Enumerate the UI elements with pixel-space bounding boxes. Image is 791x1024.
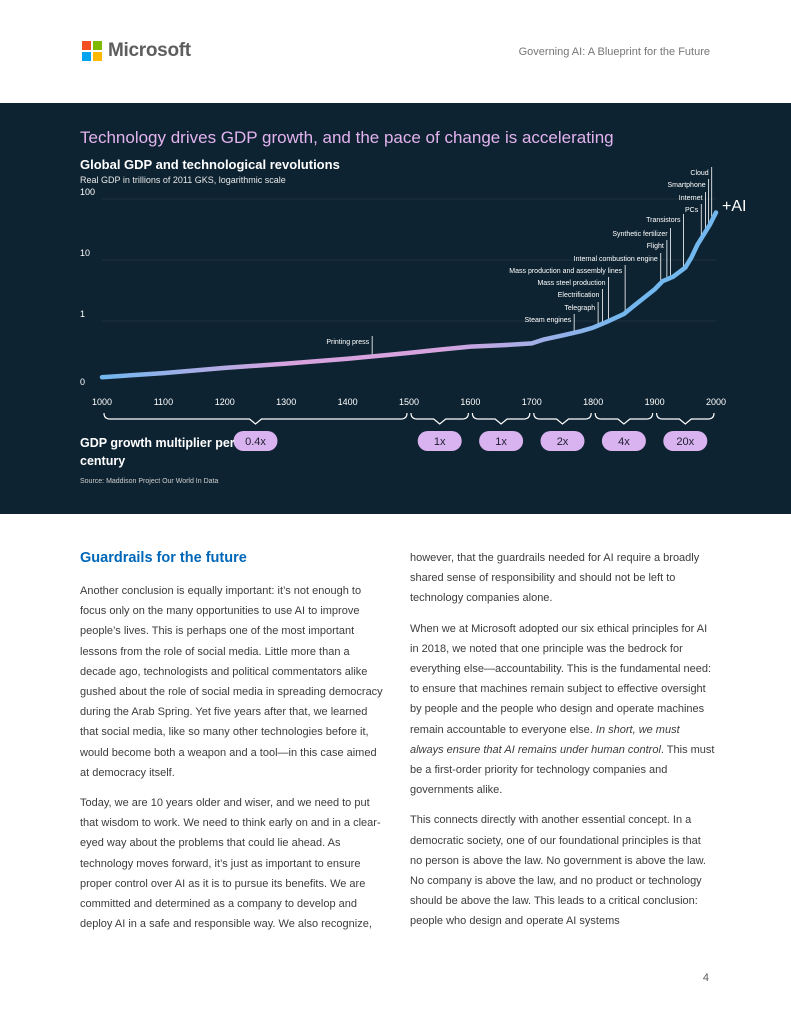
x-tick-label: 1600	[460, 397, 480, 407]
x-tick-label: 1400	[338, 397, 358, 407]
x-tick-label: 1000	[92, 397, 112, 407]
century-brace	[594, 412, 654, 425]
ai-callout: +AI	[722, 198, 746, 215]
annotation-label: Internet	[679, 195, 703, 202]
multiplier-pill	[417, 431, 462, 451]
emphasis-text: In short, we must always ensure that AI …	[410, 723, 680, 756]
chart-source: Source: Maddison Project Our World In Da…	[80, 478, 219, 485]
brand-name: Microsoft	[108, 40, 191, 61]
annotation-label: Telegraph	[564, 305, 595, 312]
annotation-label: Internal combustion engine	[574, 256, 658, 263]
paragraph: When we at Microsoft adopted our six eth…	[410, 619, 715, 801]
microsoft-logo: Microsoft	[82, 40, 191, 62]
y-tick-label: 0	[80, 377, 85, 387]
annotation-label: Synthetic fertilizer	[612, 231, 668, 238]
section-heading: Guardrails for the future	[80, 550, 247, 566]
multiplier-pill	[540, 431, 585, 451]
paragraph: however, that the guardrails needed for …	[410, 552, 700, 605]
annotation-label: Smartphone	[667, 182, 705, 189]
annotation-label: Printing press	[326, 339, 369, 346]
multiplier-value: 1x	[434, 436, 446, 448]
y-tick-label: 100	[80, 187, 95, 197]
multiplier-label: GDP growth multiplier per century	[80, 436, 235, 468]
paragraph-text: . This must be a first-order priority fo…	[410, 743, 715, 797]
century-brace	[656, 412, 715, 425]
century-brace	[410, 412, 469, 425]
century-brace	[533, 412, 592, 425]
annotation-label: Transistors	[646, 217, 681, 224]
multiplier-value: 1x	[495, 436, 507, 448]
annotation-label: Mass production and assembly lines	[509, 268, 622, 275]
x-tick-label: 1300	[276, 397, 296, 407]
century-brace	[103, 412, 408, 425]
x-tick-label: 2000	[706, 397, 726, 407]
annotation-label: Mass steel production	[537, 280, 605, 287]
paragraph-text: When we at Microsoft adopted our six eth…	[410, 622, 712, 736]
x-tick-label: 1100	[154, 397, 173, 407]
annotation-label: PCs	[685, 207, 699, 214]
gdp-chart-panel: 100 10 1 0 1000 1100 1200 1300 1400 1500 1600 1700 1…	[0, 103, 791, 514]
page-number: 4	[702, 972, 709, 984]
multiplier-value: 20x	[676, 436, 694, 448]
annotation-label: Electrification	[558, 292, 600, 299]
multiplier-pill	[663, 431, 708, 451]
paragraph: Today, we are 10 years older and wiser, …	[80, 797, 381, 931]
multiplier-value: 0.4x	[245, 436, 266, 448]
multiplier-pill	[233, 431, 278, 451]
right-column: however, that the guardrails needed for …	[410, 548, 715, 942]
annotation-label: Steam engines	[524, 317, 571, 324]
chart-headline: Technology drives GDP growth, and the pa…	[80, 128, 614, 147]
x-tick-label: 1900	[645, 397, 665, 407]
microsoft-logo-mark-icon	[82, 41, 102, 61]
y-tick-label: 10	[80, 248, 90, 258]
logo-square-blue	[82, 52, 91, 61]
multiplier-pill	[601, 431, 646, 451]
annotation-label: Flight	[647, 243, 664, 250]
x-tick-label: 1200	[215, 397, 235, 407]
x-tick-label: 1800	[583, 397, 603, 407]
x-tick-label: 1500	[399, 397, 419, 407]
left-column: Another conclusion is equally important:…	[80, 581, 386, 944]
logo-square-red	[82, 41, 91, 50]
document-title: Governing AI: A Blueprint for the Future	[518, 46, 710, 58]
x-tick-label: 1700	[522, 397, 542, 407]
paragraph: This connects directly with another esse…	[410, 814, 706, 928]
annotation-label: Cloud	[690, 170, 708, 177]
chart-title: Global GDP and technological revolutions	[80, 157, 340, 172]
multiplier-value: 2x	[557, 436, 569, 448]
logo-square-green	[93, 41, 102, 50]
paragraph: Another conclusion is equally important:…	[80, 585, 383, 779]
logo-square-yellow	[93, 52, 102, 61]
multiplier-pill	[479, 431, 524, 451]
gdp-series-line	[99, 210, 719, 380]
century-brace	[471, 412, 531, 425]
y-tick-label: 1	[80, 309, 85, 319]
multiplier-value: 4x	[618, 436, 630, 448]
chart-subtitle: Real GDP in trillions of 2011 GKS, logar…	[80, 175, 286, 185]
